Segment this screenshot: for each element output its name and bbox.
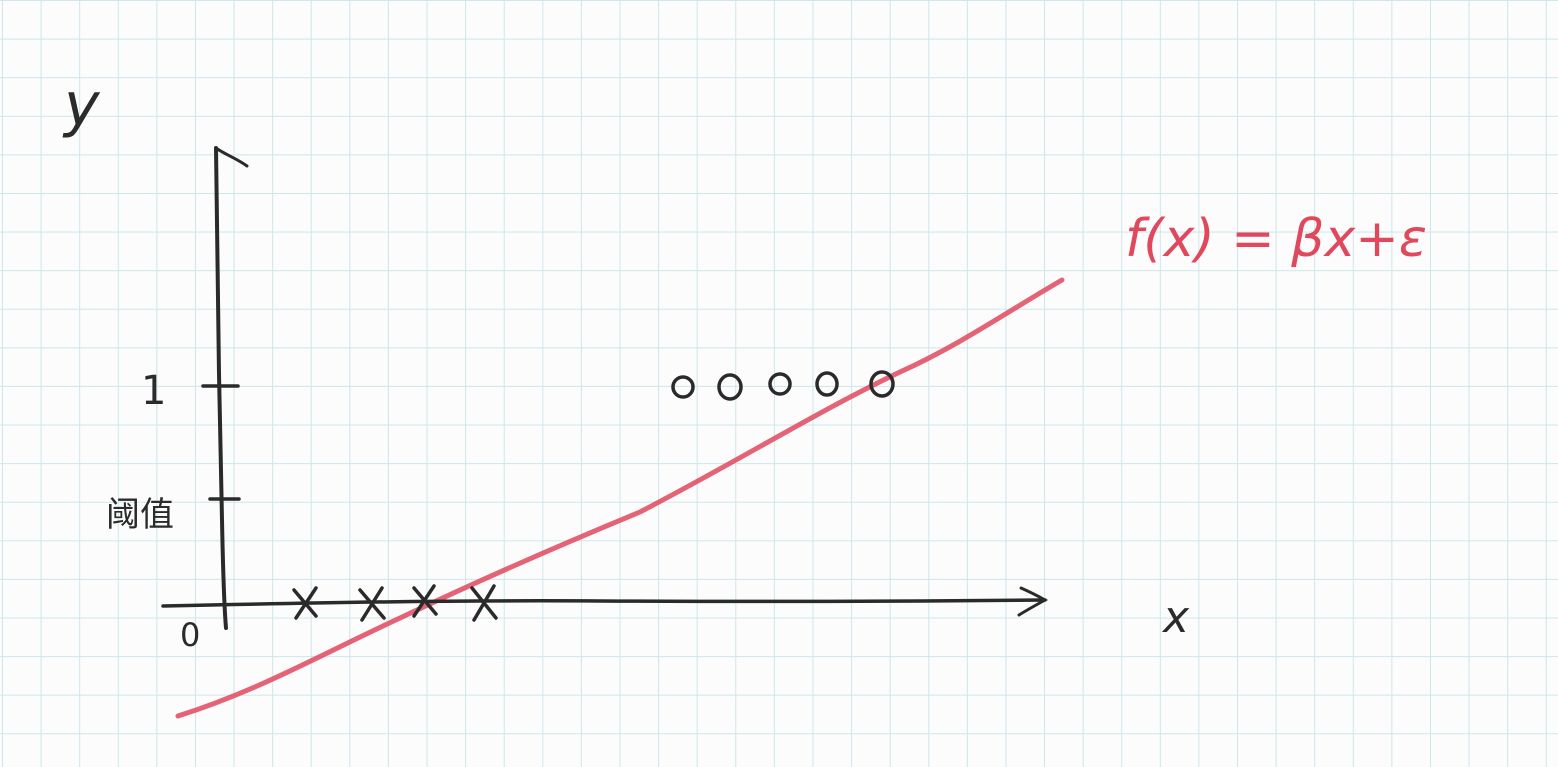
x-marker <box>470 584 498 622</box>
x-marker <box>412 584 438 618</box>
tick-one-label: 1 <box>141 368 166 414</box>
x-marker <box>292 586 318 620</box>
class-zero-markers <box>292 584 498 622</box>
o-marker <box>768 372 792 396</box>
equation-label: f(x) = βx+ε <box>1125 209 1427 269</box>
x-marker <box>358 586 386 622</box>
o-marker <box>815 371 839 397</box>
o-marker <box>869 370 895 398</box>
x-axis-label: x <box>1161 592 1190 643</box>
y-axis-label: y <box>62 70 101 140</box>
class-one-markers <box>671 370 895 401</box>
o-marker <box>717 373 743 401</box>
o-marker <box>671 375 695 399</box>
origin-label: 0 <box>180 616 200 654</box>
x-axis <box>161 586 1049 617</box>
regression-line <box>175 277 1065 719</box>
threshold-label: 阈值 <box>106 495 174 535</box>
y-axis <box>214 146 249 630</box>
